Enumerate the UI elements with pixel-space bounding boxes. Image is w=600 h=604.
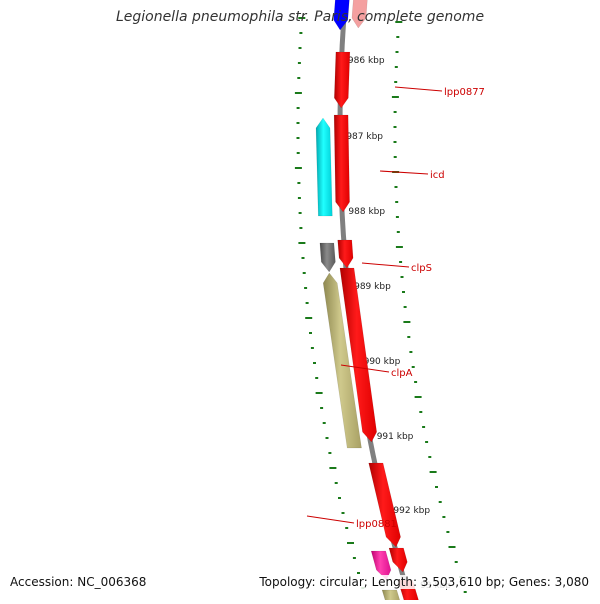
gene-arrow — [333, 114, 350, 213]
gene-arrow — [319, 242, 336, 273]
gene-arrow — [322, 272, 362, 449]
genes — [315, 0, 419, 604]
scale-label: 991 kbp — [377, 432, 414, 442]
gene-leader-line — [379, 170, 429, 175]
gene-arrow — [337, 239, 354, 269]
gene-arrow-faded — [351, 0, 368, 29]
scale-label: 992 kbp — [393, 506, 430, 516]
gene-arrow — [388, 547, 408, 573]
gene-leader-line — [361, 262, 410, 268]
gene-label: clpA — [391, 368, 413, 379]
genome-summary-text: Topology: circular; Length: 3,503,610 bp… — [257, 575, 591, 589]
map-title: Legionella pneumophila str. Paris, compl… — [115, 9, 485, 25]
gene-leader-line — [340, 364, 390, 373]
scale-label: 989 kbp — [354, 282, 391, 292]
scale-label: 990 kbp — [364, 357, 401, 367]
gene-leader-line — [394, 86, 443, 92]
scale-label: 987 kbp — [346, 132, 383, 142]
gene-label: lpp0877 — [444, 87, 485, 98]
scale-label: 986 kbp — [348, 56, 385, 66]
gene-leader-line — [306, 515, 355, 524]
gene-arrow — [368, 462, 401, 548]
scale-label: 988 kbp — [348, 207, 385, 217]
accession-text: Accession: NC_006368 — [8, 575, 149, 589]
scale-ticks: 986 kbp 987 kbp 988 kbp 989 kbp 990 kbp 991 k… — [294, 17, 467, 604]
gene-arrow — [334, 51, 351, 109]
gene-arrow — [381, 589, 401, 604]
gene-arrow — [333, 0, 350, 31]
gene-arrow — [339, 267, 377, 443]
gene-arrow — [315, 117, 333, 217]
gene-label: lpp0881 — [356, 519, 397, 530]
labels: lpp0877 icd clpS clpA lpp0881 — [306, 86, 485, 530]
gene-label: icd — [430, 170, 445, 181]
gene-label: clpS — [411, 263, 432, 274]
